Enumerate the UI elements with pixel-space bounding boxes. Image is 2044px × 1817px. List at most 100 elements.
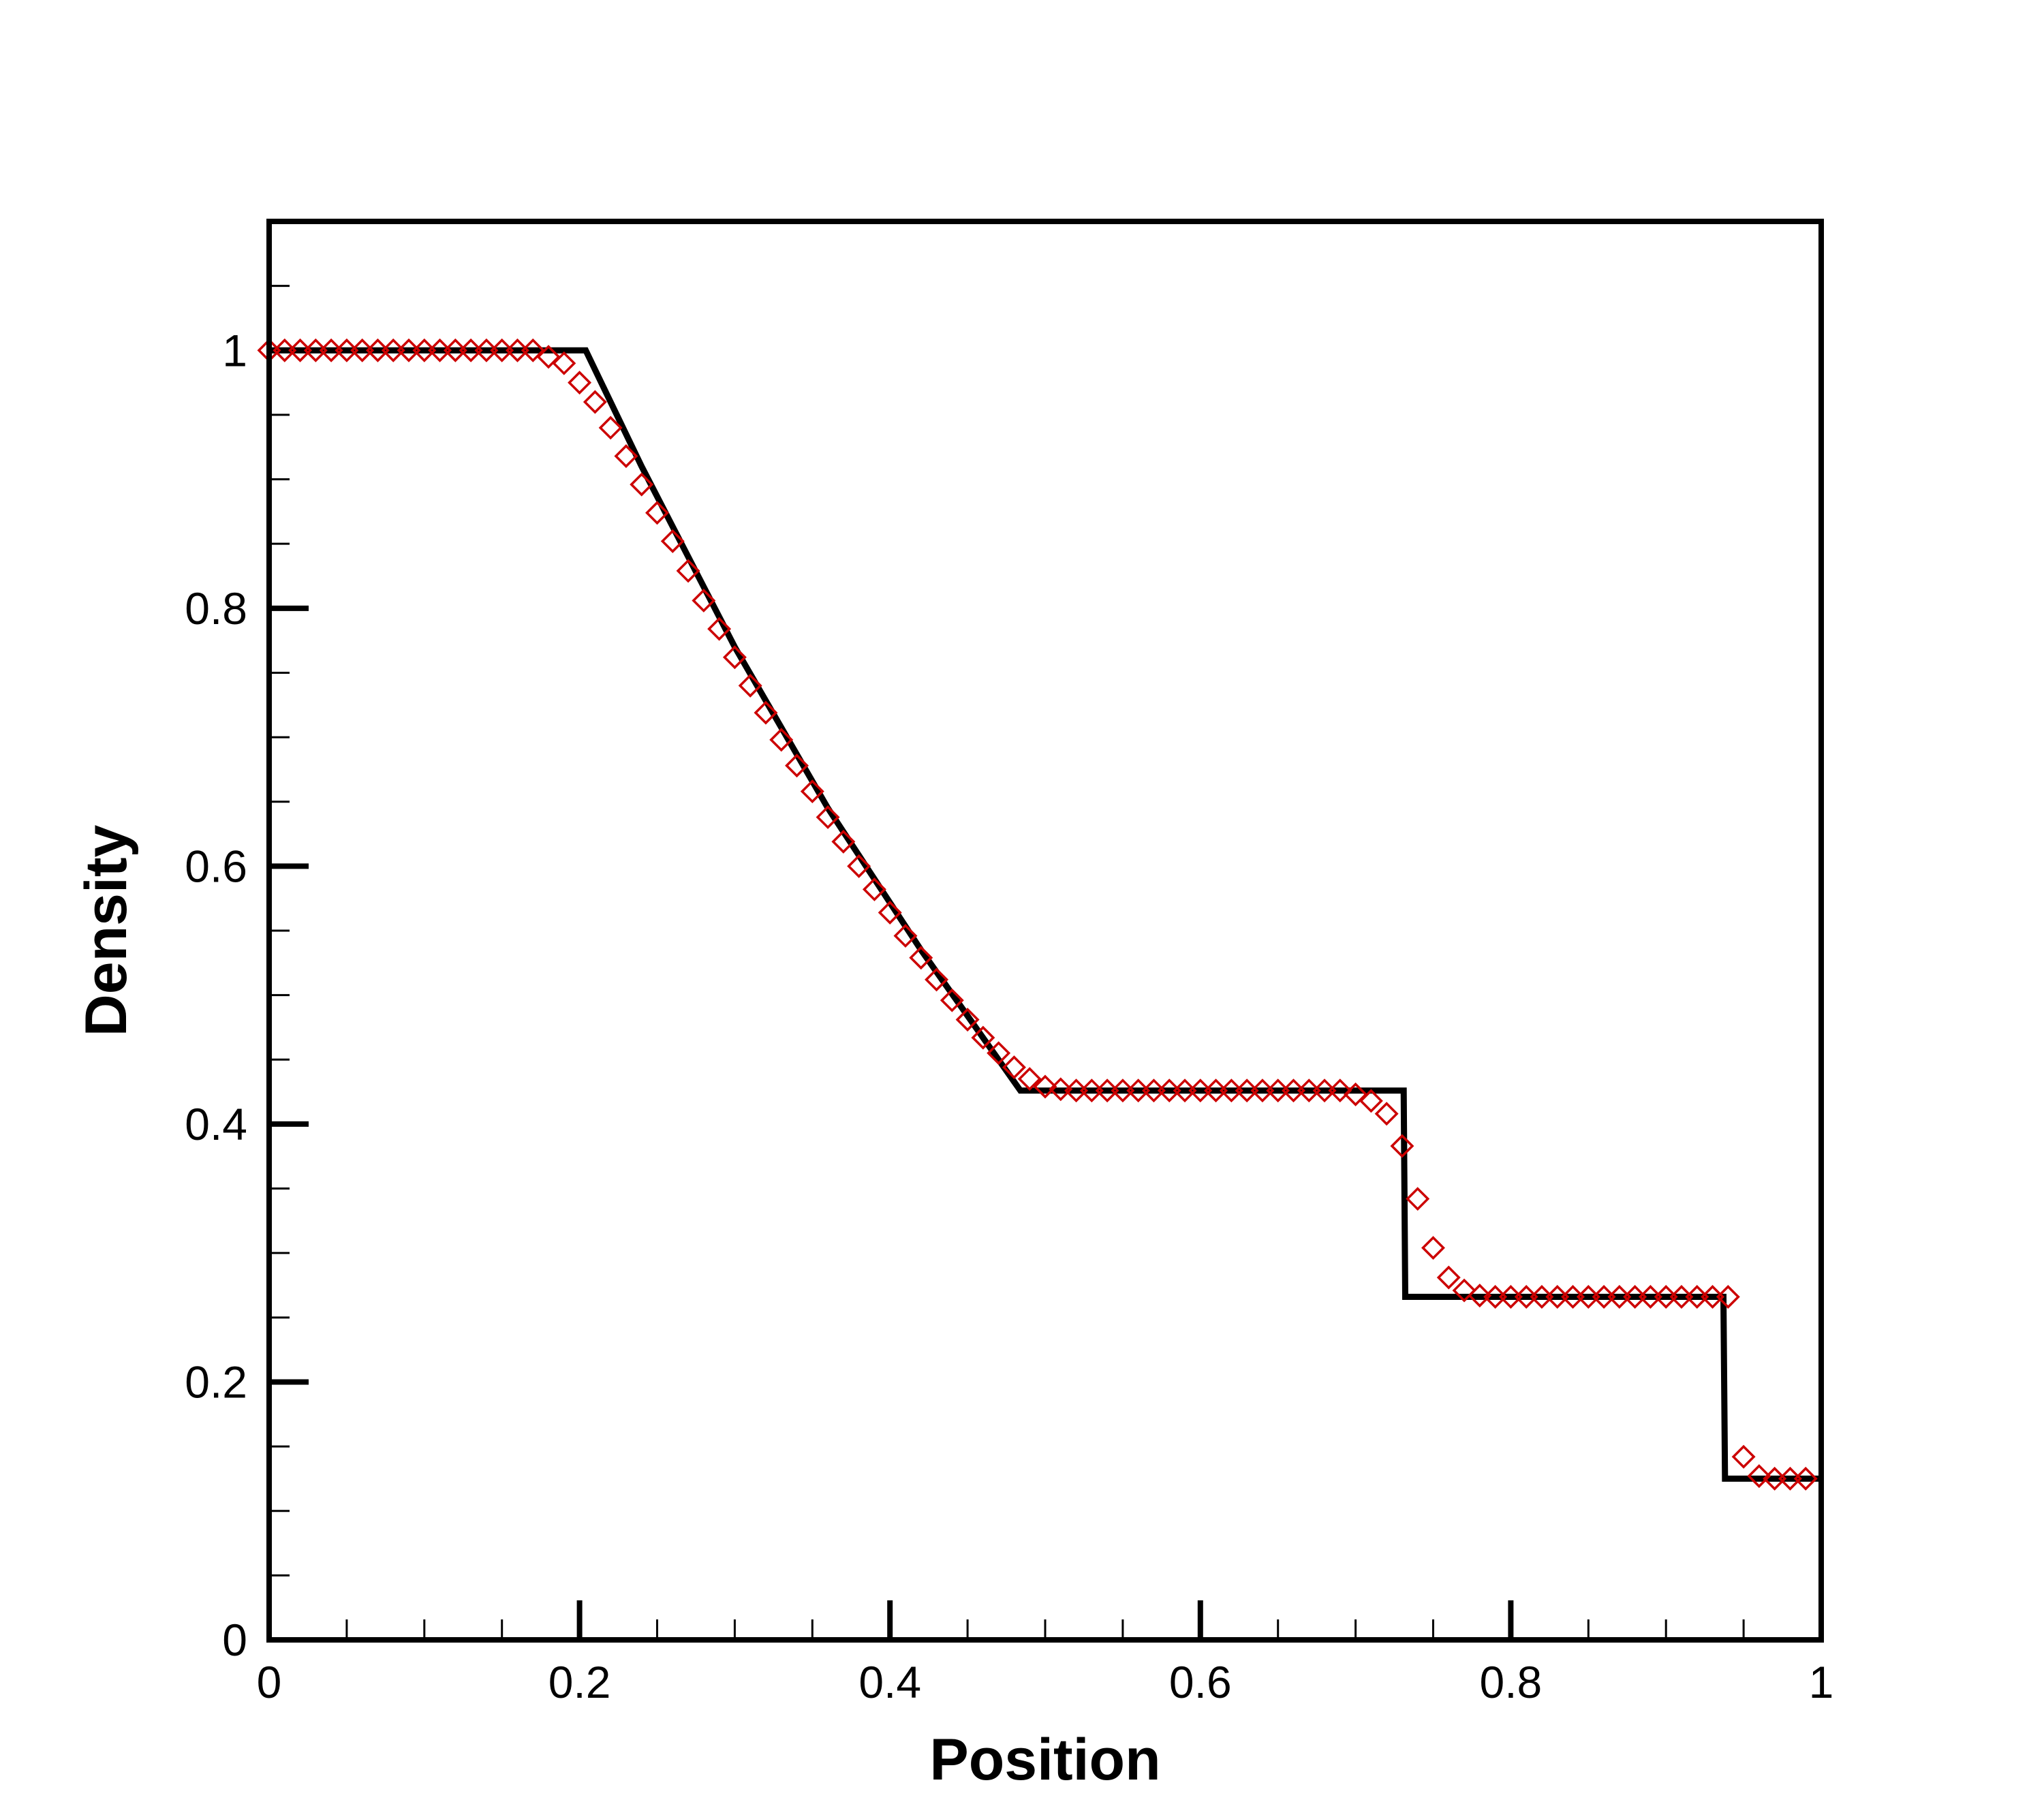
data-point-marker [428,338,452,362]
data-point-marker [893,924,918,948]
y-tick-label: 0.8 [185,583,247,634]
data-point-marker [1064,1078,1089,1103]
x-tick-label: 0.2 [548,1657,611,1707]
data-point-marker [1421,1236,1445,1260]
data-point-marker [1669,1285,1694,1309]
y-tick-labels: 0 0.2 0.4 0.6 0.8 1 [185,325,247,1665]
x-tick-labels: 0 0.2 0.4 0.6 0.8 1 [257,1657,1834,1707]
data-point-marker [474,338,499,362]
series-layer [257,338,1821,1491]
data-point-marker [1126,1078,1151,1103]
data-point-marker [1390,1134,1414,1158]
data-point-marker [1297,1078,1321,1103]
data-point-marker [1638,1285,1662,1309]
data-point-marker [1592,1285,1616,1309]
y-tick-label: 0 [222,1615,247,1665]
data-point-marker [1235,1078,1259,1103]
data-point-marker [1685,1285,1709,1309]
data-point-marker [335,338,359,362]
major-ticks [266,347,1824,1643]
data-point-marker [940,988,964,1012]
data-point-marker [955,1008,980,1032]
data-point-marker [1747,1464,1771,1489]
data-point-marker [831,829,856,854]
data-point-marker [273,338,297,362]
x-tick-label: 0.6 [1169,1657,1232,1707]
data-point-marker [1017,1067,1042,1091]
data-point-marker [1141,1078,1166,1103]
data-point-marker [1576,1285,1600,1309]
data-point-marker [1498,1285,1523,1309]
plot-frame [266,219,1824,1643]
data-point-marker [614,444,638,468]
data-point-marker [583,390,607,414]
data-point-marker [1282,1078,1305,1103]
minor-ticks [269,220,1745,1640]
data-point-marker [1049,1077,1073,1102]
data-point-marker [1328,1078,1352,1103]
data-point-marker [1157,1078,1181,1103]
data-point-marker [1654,1285,1678,1309]
data-point-marker [1545,1285,1570,1309]
y-tick-label: 0.2 [185,1356,247,1407]
y-axis-title: Density [74,825,139,1037]
exact-solution-line [269,347,1821,1482]
data-point-marker [800,779,824,804]
data-point-marker [1204,1078,1228,1103]
data-point-marker [536,345,561,369]
data-point-marker [738,673,762,698]
data-point-marker [676,559,700,583]
data-point-marker [568,371,592,395]
data-point-marker [1111,1078,1135,1103]
data-point-marker [397,338,421,362]
data-point-marker [443,338,467,362]
x-tick-label: 0 [257,1657,282,1707]
data-point-marker [1468,1284,1492,1308]
data-point-marker [1763,1466,1787,1491]
data-point-marker [987,1041,1011,1066]
data-point-marker [412,338,437,362]
data-point-marker [365,338,390,362]
data-point-marker [1716,1285,1740,1309]
data-point-marker [645,501,669,525]
data-point-marker [381,338,405,362]
data-point-marker [862,877,886,901]
data-point-marker [816,805,840,829]
data-point-marker [971,1025,995,1050]
y-tick-label: 0.4 [185,1099,247,1149]
data-point-marker [1406,1187,1430,1211]
data-point-marker [722,645,747,670]
data-point-marker [1344,1082,1368,1106]
data-point-marker [1623,1285,1647,1309]
numerical-solution-markers [257,338,1818,1491]
data-point-marker [909,946,933,970]
data-point-marker [1173,1078,1197,1103]
data-point-marker [1266,1078,1290,1103]
x-tick-label: 0.8 [1480,1657,1543,1707]
data-point-marker [459,338,483,362]
data-point-marker [1250,1078,1275,1103]
data-point-marker [692,588,716,612]
data-point-marker [1607,1285,1632,1309]
data-point-marker [1312,1078,1337,1103]
data-point-marker [630,472,654,497]
data-point-marker [1561,1285,1585,1309]
data-point-marker [1095,1078,1119,1103]
data-point-marker [1731,1444,1756,1469]
data-point-marker [319,338,343,362]
data-point-marker [878,901,902,925]
data-point-marker [598,416,623,440]
data-point-marker [1079,1078,1104,1103]
data-point-marker [847,854,871,878]
x-axis-title: Position [929,1727,1160,1792]
data-point-marker [1514,1285,1538,1309]
data-point-marker [769,728,794,752]
data-point-marker [1530,1285,1554,1309]
y-tick-label: 0.6 [185,841,247,891]
data-point-marker [552,351,576,375]
data-point-marker [521,338,545,362]
data-point-marker [1002,1055,1026,1080]
data-point-marker [506,338,529,362]
x-tick-label: 0.4 [858,1657,921,1707]
